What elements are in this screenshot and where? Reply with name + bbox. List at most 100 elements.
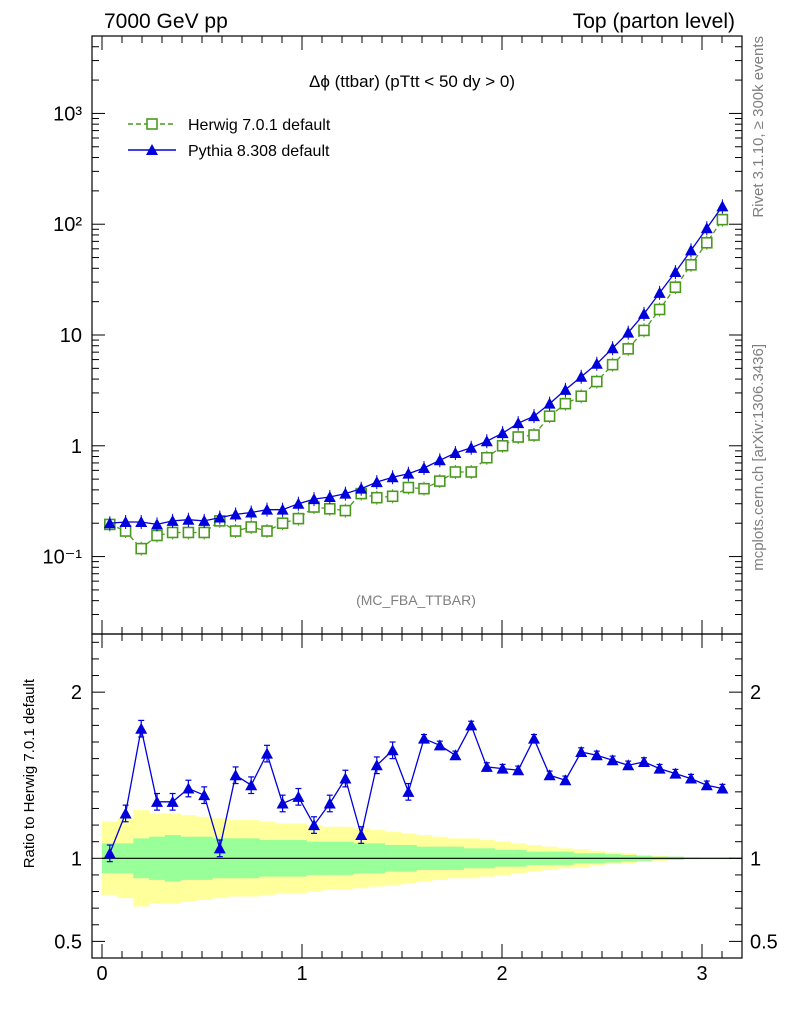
pythia-data-point xyxy=(449,447,462,459)
ratio-data-point xyxy=(700,779,713,791)
ratio-data-point xyxy=(370,759,383,771)
main-axes: 10⁻¹ 1 10 10² 10³ xyxy=(43,35,742,635)
ratio-data-point xyxy=(716,782,729,794)
legend-pythia-marker xyxy=(146,144,158,155)
ratio-data-point xyxy=(433,739,446,751)
herwig-data-point xyxy=(559,397,572,410)
ratio-data-point xyxy=(590,749,603,761)
ratio-data-point xyxy=(543,769,556,781)
pythia-data-point xyxy=(198,514,211,526)
pythia-data-point xyxy=(151,518,163,530)
ratio-series-line xyxy=(109,723,723,854)
herwig-data-point xyxy=(198,526,210,539)
herwig-data-point xyxy=(653,303,666,316)
herwig-data-point xyxy=(292,512,305,525)
pythia-data-point xyxy=(229,508,242,520)
ratio-y-tick-label-right: 2 xyxy=(750,682,761,704)
ratio-data-point xyxy=(308,819,320,831)
ratio-data-point xyxy=(512,764,525,776)
ratio-axis-label: Ratio to Herwig 7.0.1 default xyxy=(21,678,38,868)
y-tick-label: 10⁻¹ xyxy=(43,547,83,569)
ratio-data-point xyxy=(135,722,148,734)
herwig-data-point xyxy=(606,358,619,371)
ratio-data-point xyxy=(229,769,242,781)
pythia-data-point xyxy=(418,462,430,474)
ratio-data-point xyxy=(528,732,540,744)
ratio-data-point xyxy=(496,762,509,774)
herwig-data-point xyxy=(229,525,242,537)
pythia-data-point xyxy=(245,506,258,518)
pythia-data-point xyxy=(308,493,320,505)
herwig-data-point xyxy=(135,542,147,555)
pythia-data-point xyxy=(182,513,195,525)
ratio-data-point xyxy=(653,762,666,774)
legend-herwig-marker xyxy=(146,118,158,130)
ratio-data-point xyxy=(622,759,635,771)
mcplots-label: mcplots.cern.ch [arXiv:1306.3436] xyxy=(750,344,767,571)
ratio-data-point xyxy=(245,779,258,791)
herwig-data-point xyxy=(465,466,478,478)
pythia-data-point xyxy=(575,370,588,382)
legend-item-pythia: Pythia 8.308 default xyxy=(128,143,330,160)
pythia-data-point xyxy=(292,497,305,509)
ratio-frame xyxy=(91,633,743,959)
pythia-data-point xyxy=(622,326,635,338)
herwig-data-point xyxy=(685,259,697,271)
pythia-data-point xyxy=(103,517,116,529)
herwig-data-point xyxy=(339,504,352,517)
pythia-data-point xyxy=(119,516,132,528)
main-plot-area xyxy=(103,199,729,556)
herwig-data-point xyxy=(528,429,540,441)
legend-pythia-label: Pythia 8.308 default xyxy=(188,143,330,160)
y-tick-label: 10³ xyxy=(53,103,82,125)
herwig-data-point xyxy=(575,390,588,403)
ratio-y-tick-label: 1 xyxy=(71,848,82,870)
ratio-data-point xyxy=(638,755,650,767)
pythia-data-point xyxy=(496,427,509,439)
ratio-data-point xyxy=(119,807,132,819)
ratio-data-point xyxy=(213,842,226,854)
y-tick-label: 1 xyxy=(71,436,82,458)
y-tick-label: 10² xyxy=(53,214,82,236)
pythia-data-point xyxy=(606,342,619,354)
pythia-data-point xyxy=(386,471,399,483)
pythia-data-point xyxy=(370,476,383,488)
analysis-watermark: (MC_FBA_TTBAR) xyxy=(356,592,476,608)
pythia-data-point xyxy=(402,467,415,479)
herwig-data-point xyxy=(261,525,273,537)
pythia-data-point xyxy=(716,200,729,212)
herwig-data-point xyxy=(480,451,493,464)
ratio-data-point xyxy=(182,782,195,794)
herwig-data-point xyxy=(323,502,336,515)
ratio-data-point xyxy=(151,795,163,807)
herwig-data-point xyxy=(638,324,650,337)
ratio-panel: 0.5 0.5 1 1 2 2 0 1 2 3 Ratio to Herwig 7.0.1 def… xyxy=(21,633,778,985)
pythia-data-point xyxy=(339,487,352,499)
pythia-data-point xyxy=(638,307,650,319)
process-label: 7000 GeV pp xyxy=(104,10,228,33)
pythia-series-line xyxy=(109,205,723,526)
ratio-data-point xyxy=(198,789,211,801)
herwig-data-point xyxy=(276,517,289,530)
legend: Herwig 7.0.1 default Pythia 8.308 defaul… xyxy=(128,117,331,160)
herwig-data-point xyxy=(418,482,430,495)
pythia-data-point xyxy=(465,441,478,453)
pythia-data-point xyxy=(685,244,697,256)
x-tick-label: 3 xyxy=(696,963,707,985)
pythia-data-point xyxy=(559,383,572,395)
herwig-data-point xyxy=(449,466,462,478)
ratio-data-point xyxy=(449,749,462,761)
herwig-data-point xyxy=(543,410,556,422)
ratio-data-point xyxy=(355,829,368,841)
x-tick-label: 1 xyxy=(296,963,307,985)
legend-herwig-label: Herwig 7.0.1 default xyxy=(188,117,331,134)
herwig-data-point xyxy=(370,491,383,504)
ratio-y-tick-label-right: 0.5 xyxy=(750,931,778,953)
ratio-data-point xyxy=(418,732,430,744)
ratio-data-point xyxy=(685,772,697,784)
pythia-data-point xyxy=(213,511,226,523)
herwig-data-point xyxy=(166,526,179,539)
pythia-data-point xyxy=(135,516,148,528)
observable-label: Top (parton level) xyxy=(573,10,735,33)
main-panel: 10⁻¹ 1 10 10² 10³ Δϕ (ttbar) (pTtt < 50 dy >… xyxy=(43,35,743,635)
